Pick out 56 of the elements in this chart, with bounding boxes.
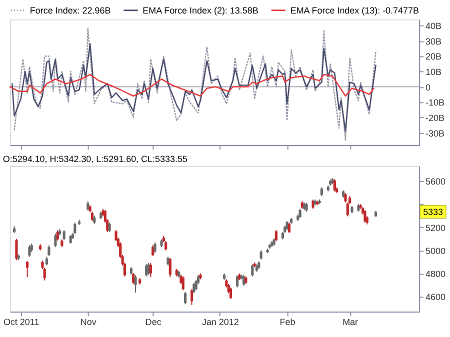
candlestick (26, 260, 29, 278)
y-tick-label: 5200 (426, 222, 446, 233)
y-tick-label: 30B (426, 36, 442, 46)
y-tick-label: 10B (426, 66, 442, 77)
candlestick (168, 257, 172, 278)
candlestick (184, 292, 187, 305)
candlestick (147, 262, 150, 276)
candlestick (251, 264, 254, 277)
y-tick-label: 40B (426, 20, 442, 31)
line-series (11, 43, 376, 132)
candlestick (274, 230, 278, 242)
chart-title: O:5294.10, H:5342.30, L:5291.60, CL:5333.55 (2, 154, 188, 164)
y-tick-label: 5000 (426, 246, 446, 256)
x-tick-label: Dec (145, 317, 162, 328)
candlestick (154, 242, 156, 254)
x-tick-label: Nov (80, 317, 97, 328)
y-tick-label: -10B (426, 98, 445, 108)
candlestick (260, 250, 262, 260)
x-tick-label: Mar (342, 317, 358, 328)
candlestick (108, 222, 111, 232)
candlestick (344, 192, 347, 203)
candlestick (62, 230, 66, 240)
candlestick (86, 200, 90, 212)
candlestick (229, 286, 232, 300)
legend-label: EMA Force Index (13): -0.7477B (290, 5, 419, 16)
candlestick (54, 233, 57, 248)
y-tick-label: -20B (426, 112, 445, 123)
y-tick-label: -30B (426, 128, 445, 138)
legend-label: Force Index: 22.96B (30, 5, 111, 16)
candlestick (286, 220, 288, 231)
y-tick-label: 4600 (426, 292, 446, 302)
candlestick (312, 199, 314, 210)
candlestick (48, 244, 50, 257)
x-tick-label: Oct 2011 (3, 317, 40, 328)
line-series (9, 74, 374, 97)
y-tick-label: 20B (426, 52, 442, 62)
y-tick-label: 0 (426, 82, 431, 92)
candlestick (190, 288, 194, 306)
candlestick (134, 274, 137, 294)
x-tick-label: Jan 2012 (202, 317, 239, 328)
text: 5333 (423, 206, 444, 217)
candlestick (15, 238, 18, 261)
candlestick (182, 276, 184, 291)
legend-label: EMA Force Index (2): 13.58B (142, 5, 258, 16)
candlestick (192, 282, 196, 294)
candlestick (288, 222, 290, 234)
candlestick (74, 222, 76, 235)
y-tick-label: 4800 (426, 269, 446, 280)
candlestick (298, 208, 302, 219)
candlestick (364, 209, 366, 224)
y-tick-label: 5600 (426, 176, 446, 187)
candlestick (149, 262, 152, 278)
x-tick-label: Feb (280, 317, 296, 328)
line-series (14, 28, 376, 142)
candlestick (28, 244, 31, 258)
candlestick (56, 230, 59, 242)
